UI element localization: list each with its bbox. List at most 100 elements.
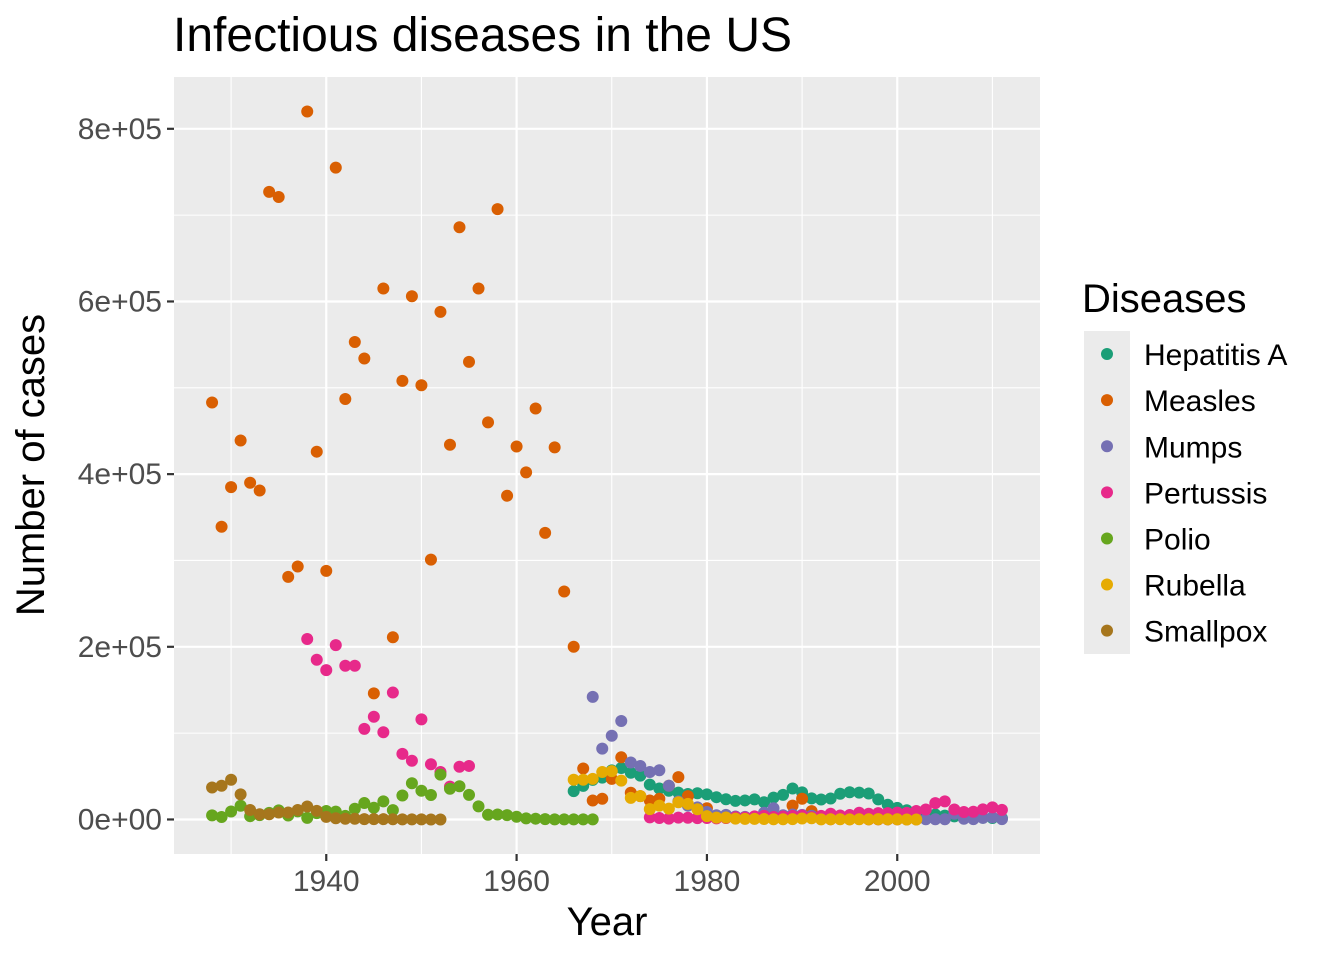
data-point: [405, 777, 418, 790]
data-point: [482, 808, 495, 821]
data-point: [234, 434, 247, 447]
data-point: [691, 803, 704, 816]
data-point: [377, 795, 390, 808]
data-point: [482, 416, 495, 429]
legend-key: [1101, 394, 1113, 407]
legend-key: [1101, 624, 1113, 637]
data-point: [767, 813, 780, 826]
data-point: [853, 786, 866, 799]
data-point: [796, 792, 809, 805]
data-point: [272, 806, 285, 819]
grid-major: [174, 77, 1040, 854]
data-point: [386, 686, 399, 699]
data-point: [767, 791, 780, 804]
data-point: [748, 793, 761, 806]
data-point: [386, 804, 399, 817]
data-point: [472, 800, 485, 813]
data-point: [424, 758, 437, 771]
data-point: [900, 813, 913, 826]
data-point: [510, 810, 523, 823]
data-point: [396, 813, 409, 826]
data-point: [777, 788, 790, 801]
legend-label: Hepatitis A: [1144, 339, 1287, 372]
data-point: [786, 813, 799, 826]
data-point: [434, 813, 447, 826]
data-point: [634, 769, 647, 782]
data-point: [615, 715, 628, 728]
data-point: [424, 813, 437, 826]
series-rubella: [567, 765, 923, 826]
data-point: [358, 722, 371, 735]
data-point: [367, 813, 380, 826]
chart-title: Infectious diseases in the US: [173, 9, 792, 62]
data-point: [729, 812, 742, 825]
legend-key: [1101, 578, 1113, 591]
y-axis: 0e+00 2e+05 4e+05 6e+05 8e+05: [78, 113, 174, 836]
y-tick-label: 4e+05: [78, 458, 162, 491]
data-point: [415, 813, 428, 826]
data-point: [634, 759, 647, 772]
data-point: [405, 813, 418, 826]
data-point: [653, 782, 666, 795]
data-point: [872, 813, 885, 826]
data-point: [415, 379, 428, 392]
plot-panel: [174, 77, 1040, 854]
data-point: [672, 786, 685, 799]
data-point: [881, 813, 894, 826]
data-point: [672, 796, 685, 809]
data-point: [796, 812, 809, 825]
data-point: [786, 782, 799, 795]
data-point: [443, 782, 456, 795]
data-point: [291, 803, 304, 816]
data-point: [206, 809, 219, 822]
data-point: [691, 812, 704, 825]
data-point: [586, 772, 599, 785]
y-tick-label: 8e+05: [78, 113, 162, 146]
data-point: [643, 811, 656, 824]
data-point: [995, 813, 1008, 826]
legend-items: Hepatitis A Measles Mumps Pertussis Polio Rub…: [1101, 339, 1287, 649]
data-point: [244, 476, 257, 489]
data-point: [405, 290, 418, 303]
data-point: [824, 813, 837, 826]
data-point: [653, 812, 666, 824]
data-point: [719, 811, 732, 824]
data-point: [244, 803, 257, 816]
data-point: [310, 804, 323, 817]
data-point: [225, 481, 238, 494]
legend-key: [1101, 348, 1113, 361]
legend-label: Pertussis: [1144, 477, 1267, 510]
data-point: [501, 809, 514, 822]
legend-label: Mumps: [1144, 431, 1242, 464]
data-point: [910, 813, 923, 826]
data-point: [463, 759, 476, 772]
data-point: [681, 797, 694, 810]
data-point: [700, 788, 713, 801]
data-point: [301, 811, 314, 824]
legend-label: Measles: [1144, 385, 1256, 418]
data-point: [662, 779, 675, 792]
data-point: [662, 812, 675, 825]
data-point: [386, 631, 399, 644]
legend-title: Diseases: [1082, 277, 1247, 321]
data-point: [310, 653, 323, 666]
data-point: [596, 792, 609, 805]
data-point: [463, 788, 476, 801]
data-point: [967, 805, 980, 818]
data-point: [282, 806, 295, 819]
data-point: [348, 802, 361, 815]
data-point: [719, 793, 732, 806]
data-point: [424, 788, 437, 801]
data-point: [225, 805, 238, 818]
y-tick-label: 6e+05: [78, 285, 162, 318]
data-point: [672, 771, 685, 784]
data-point: [976, 803, 989, 816]
data-point: [615, 762, 628, 775]
data-point: [206, 781, 219, 794]
data-point: [367, 687, 380, 700]
data-point: [329, 812, 342, 825]
data-point: [919, 813, 932, 826]
data-point: [215, 520, 228, 533]
data-point: [453, 760, 466, 773]
